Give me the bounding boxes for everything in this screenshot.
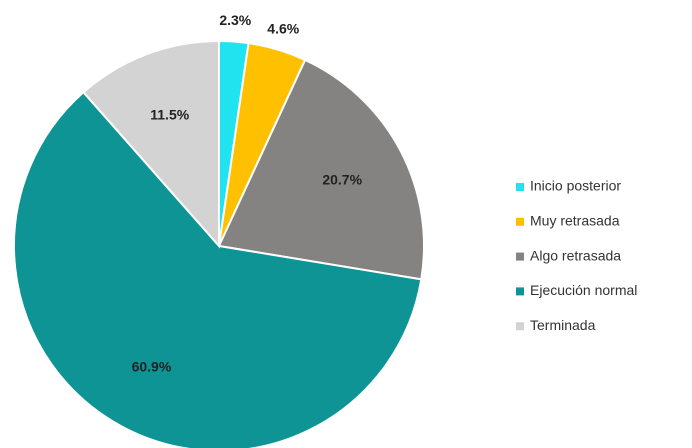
data-label: 60.9%: [132, 359, 172, 375]
legend-swatch: [516, 322, 524, 331]
legend-label: Inicio posterior: [530, 178, 621, 194]
legend-label: Ejecución normal: [530, 282, 637, 298]
legend-swatch: [516, 217, 524, 226]
legend-swatch: [516, 287, 524, 296]
data-label: 11.5%: [150, 106, 189, 122]
data-label: 4.6%: [267, 21, 299, 37]
legend-label: Algo retrasada: [530, 247, 621, 263]
legend-swatch: [516, 183, 524, 191]
legend-label: Terminada: [530, 317, 596, 333]
legend-swatch: [516, 252, 524, 261]
pie-slice: [82, 39, 220, 249]
data-label: 2.3%: [219, 12, 251, 28]
data-label: 20.7%: [322, 171, 362, 187]
pie-slice: [217, 58, 425, 281]
pie-slice: [13, 90, 423, 448]
legend-label: Muy retrasada: [530, 213, 620, 229]
